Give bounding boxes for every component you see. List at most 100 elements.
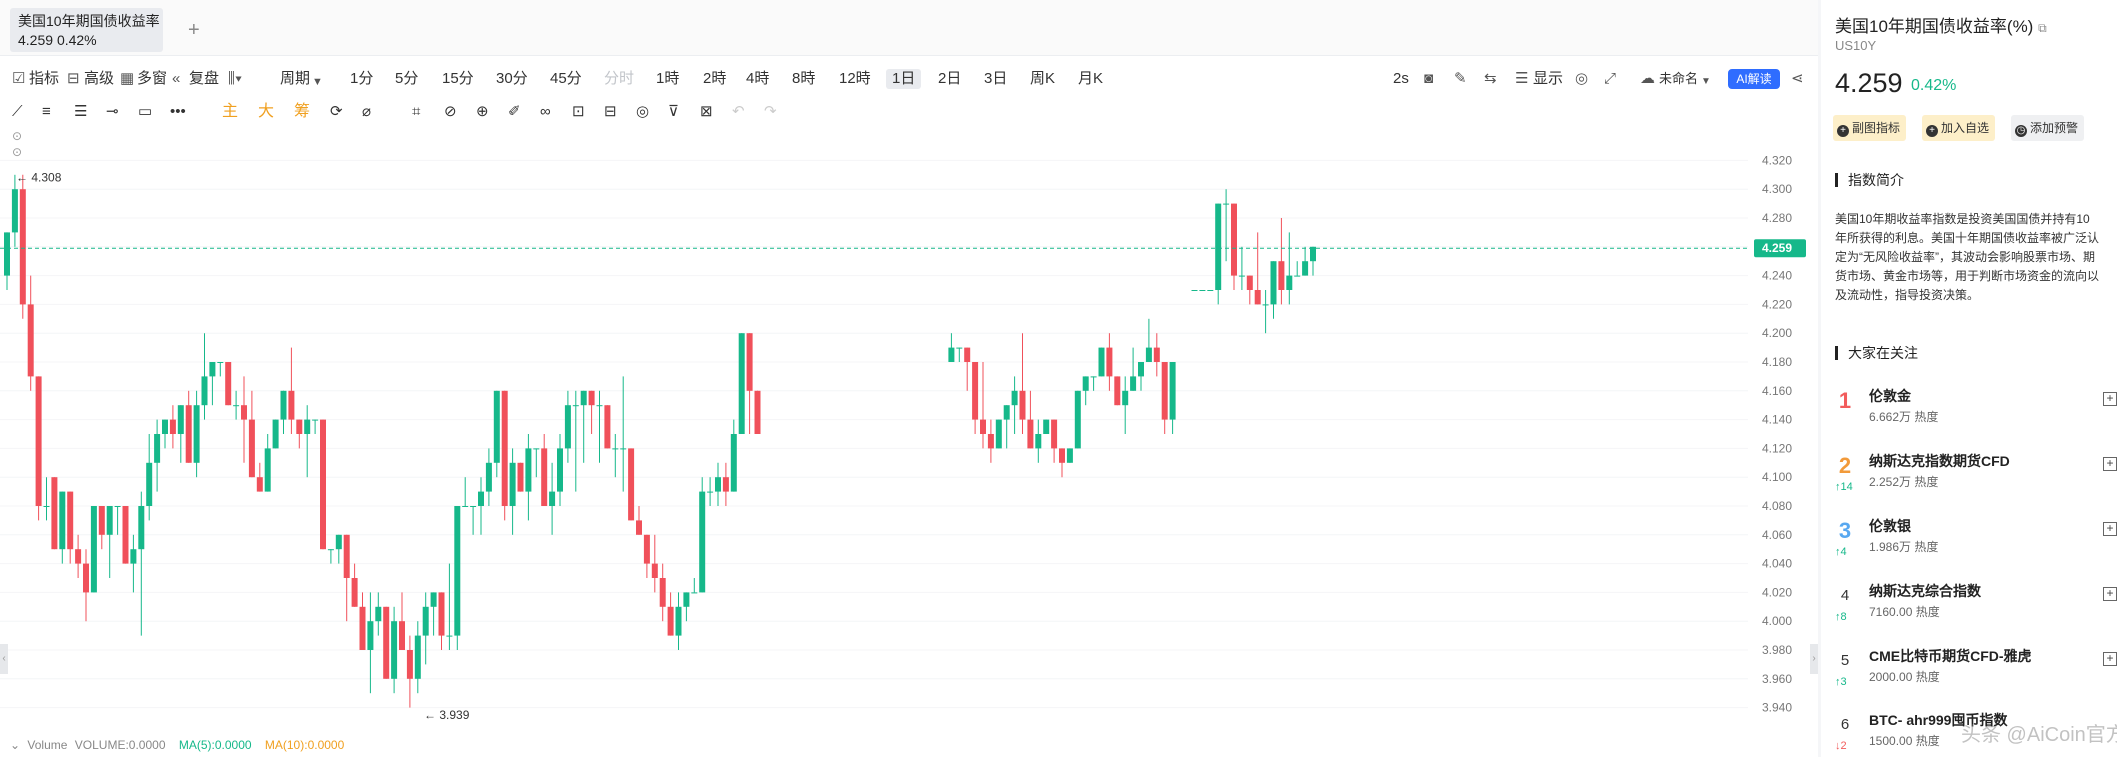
- interval-30m[interactable]: 30分: [496, 70, 528, 87]
- interval-3d[interactable]: 3日: [984, 70, 1008, 87]
- rank-change: ↑3: [1835, 676, 1847, 688]
- interval-2h[interactable]: 2時: [703, 70, 727, 87]
- brush-icon[interactable]: ✐: [508, 103, 521, 120]
- undo-icon[interactable]: ↶: [732, 103, 745, 120]
- fib-tool-icon[interactable]: ☰: [74, 103, 88, 120]
- candle-body: [557, 448, 563, 492]
- indicator-button[interactable]: 指标: [29, 70, 60, 87]
- interval-2d[interactable]: 2日: [938, 70, 962, 87]
- rank-number: 6: [1840, 716, 1850, 733]
- add-watch-icon[interactable]: +: [2103, 457, 2117, 471]
- item-name[interactable]: CME比特币期货CFD-雅虎: [1869, 648, 2032, 664]
- link-icon[interactable]: ⇆: [1484, 70, 1497, 87]
- plus-circle-icon: +: [1837, 125, 1849, 137]
- add-watchlist-button[interactable]: + 加入自选: [1922, 115, 1996, 141]
- interval-12h[interactable]: 12時: [839, 70, 871, 87]
- add-watch-icon[interactable]: +: [2103, 587, 2117, 601]
- settings-icon[interactable]: ◎: [1575, 70, 1589, 87]
- main-chart-toggle[interactable]: 主: [222, 103, 239, 120]
- list-item[interactable]: 3 ↑4 伦敦银 1.986万 热度 +: [1835, 512, 2117, 570]
- share-icon[interactable]: ⋖: [1791, 70, 1804, 87]
- candle-body: [43, 506, 50, 507]
- add-tab-button[interactable]: +: [188, 19, 200, 41]
- candle-body: [1223, 203, 1230, 205]
- ruler-icon[interactable]: ⊘: [444, 103, 457, 120]
- candlestick-chart[interactable]: 4.3204.3004.2804.2604.2404.2204.2004.180…: [0, 126, 1818, 736]
- big-order-toggle[interactable]: 大: [258, 103, 275, 120]
- crop-icon[interactable]: ⌗: [412, 103, 421, 120]
- refresh-rate[interactable]: 2s: [1393, 70, 1409, 87]
- display-button[interactable]: 显示: [1533, 70, 1564, 87]
- replay-button[interactable]: 复盘: [189, 70, 220, 87]
- fullscreen-icon[interactable]: ⤢: [1604, 70, 1617, 87]
- item-name[interactable]: BTC- ahr999囤币指数: [1869, 712, 2008, 728]
- interval-4h[interactable]: 4時: [746, 70, 770, 87]
- candle-body: [462, 506, 469, 507]
- copy-icon[interactable]: ⧉: [2038, 21, 2047, 35]
- add-watch-icon[interactable]: +: [2103, 652, 2117, 666]
- multi-window-button[interactable]: 多窗: [137, 70, 168, 87]
- trendline-tool-icon[interactable]: ⟋: [12, 103, 23, 120]
- eraser-icon[interactable]: ⌀: [362, 103, 372, 120]
- zoom-icon[interactable]: ⊕: [476, 103, 489, 120]
- ai-interpret-button[interactable]: AI解读: [1728, 69, 1780, 89]
- more-tools-icon[interactable]: •••: [170, 103, 186, 120]
- interval-month[interactable]: 月K: [1078, 70, 1104, 87]
- layout-name-dropdown[interactable]: 未命名: [1659, 71, 1699, 86]
- candle-body: [35, 376, 42, 506]
- candle-body: [320, 419, 326, 550]
- candle-body: [541, 448, 548, 506]
- interval-45m[interactable]: 45分: [550, 70, 582, 87]
- collapse-volume-icon[interactable]: ⌄: [10, 738, 21, 752]
- interval-15m[interactable]: 15分: [442, 70, 474, 87]
- tab-us10y[interactable]: 美国10年期国债收益率 4.259 0.42%: [10, 8, 163, 52]
- list-item[interactable]: 4 ↑8 纳斯达克综合指数 7160.00 热度 +: [1835, 577, 2117, 635]
- interval-1h[interactable]: 1時: [656, 70, 680, 87]
- interval-week[interactable]: 周K: [1030, 70, 1056, 87]
- advanced-button[interactable]: 高级: [84, 70, 115, 87]
- tab-change: 0.42%: [56, 32, 97, 48]
- pen-icon[interactable]: ✎: [1454, 70, 1467, 87]
- add-alert-button[interactable]: ◷ 添加预警: [2011, 115, 2085, 141]
- interval-timeline[interactable]: 分时: [604, 70, 635, 87]
- collapse-left-icon[interactable]: ‹: [0, 644, 8, 674]
- item-name[interactable]: 纳斯达克指数期货CFD: [1869, 453, 2010, 469]
- list-item[interactable]: 1 伦敦金 6.662万 热度 +: [1835, 382, 2117, 440]
- list-item[interactable]: 6 ↓2 BTC- ahr999囤币指数 1500.00 热度: [1835, 706, 2115, 757]
- list-item[interactable]: 5 ↑3 CME比特币期货CFD-雅虎 2000.00 热度 +: [1835, 642, 2117, 700]
- list-item[interactable]: 2 ↑14 纳斯达克指数期货CFD 2.252万 热度 +: [1835, 447, 2117, 505]
- binoculars-icon[interactable]: ∞: [540, 103, 551, 120]
- trash-icon[interactable]: ⊠: [700, 103, 713, 120]
- interval-1m[interactable]: 1分: [350, 70, 374, 87]
- lock-icon[interactable]: ⊡: [572, 103, 585, 120]
- filter-icon[interactable]: ⊽: [668, 103, 679, 120]
- interval-1d[interactable]: 1日: [886, 69, 922, 89]
- parallel-lines-tool-icon[interactable]: ≡: [42, 103, 51, 120]
- horizontal-line-tool-icon[interactable]: ⊸: [106, 103, 119, 120]
- item-name[interactable]: 伦敦银: [1869, 518, 1911, 534]
- camera-icon[interactable]: ◙: [1424, 70, 1434, 87]
- interval-8h[interactable]: 8時: [792, 70, 816, 87]
- add-watch-icon[interactable]: +: [2103, 522, 2117, 536]
- candle-body: [1286, 275, 1293, 290]
- candle-body: [256, 477, 263, 492]
- chart-type-icon[interactable]: ⫼▾: [228, 70, 243, 87]
- magnet-icon[interactable]: ◎: [636, 103, 650, 120]
- period-dropdown[interactable]: 周期: [280, 70, 311, 87]
- hide-icon[interactable]: ⊟: [604, 103, 617, 120]
- item-heat: 7160.00 热度: [1869, 605, 1940, 619]
- chips-toggle[interactable]: 筹: [294, 103, 311, 120]
- instrument-price: 4.259: [1835, 68, 1903, 98]
- item-name[interactable]: 伦敦金: [1869, 388, 1911, 404]
- interval-5m[interactable]: 5分: [395, 70, 419, 87]
- add-watch-icon[interactable]: +: [2103, 392, 2117, 406]
- candle-body: [980, 419, 986, 434]
- redo-icon[interactable]: ↷: [764, 103, 777, 120]
- subchart-indicator-button[interactable]: + 副图指标: [1833, 115, 1907, 141]
- y-tick-label: 3.980: [1762, 643, 1792, 657]
- item-name[interactable]: 纳斯达克综合指数: [1869, 583, 1981, 599]
- rectangle-tool-icon[interactable]: ▭: [138, 103, 153, 120]
- collapse-right-icon[interactable]: ›: [1810, 644, 1818, 674]
- item-heat: 2000.00 热度: [1869, 670, 1940, 684]
- sync-icon[interactable]: ⟳: [330, 103, 343, 120]
